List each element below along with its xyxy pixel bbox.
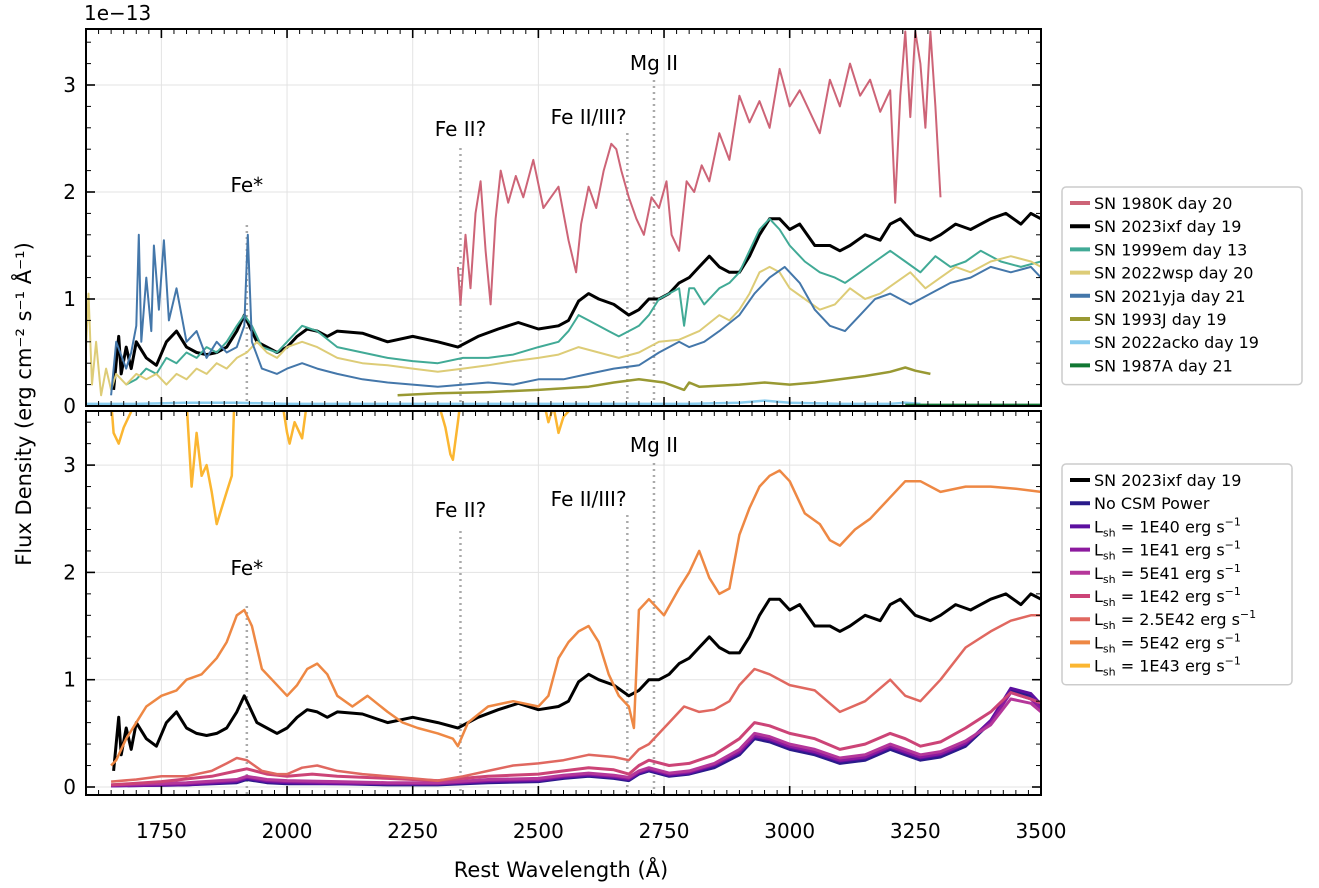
series-line (110, 411, 570, 526)
line-annotation-label: Fe II? (435, 117, 486, 141)
legend-entry: No CSM Power (1094, 494, 1210, 513)
legend-entry: Lsh = 2.5E42 erg s−1 (1094, 608, 1256, 632)
x-tick-label: 3500 (1016, 819, 1067, 843)
legend-entry: SN 1987A day 21 (1094, 356, 1233, 375)
legend-entry: Lsh = 1E42 erg s−1 (1094, 585, 1241, 609)
legend-entry: SN 2021yja day 21 (1094, 287, 1246, 306)
legend-top: SN 1980K day 20 SN 2023ixf day 19 SN 1999e… (1061, 186, 1303, 386)
line-annotation-label: Fe II/III? (551, 487, 627, 511)
legend-entry: SN 1980K day 20 (1094, 194, 1232, 213)
series-line (125, 217, 1041, 386)
y-tick-label: 2 (63, 560, 76, 584)
series-line (112, 592, 1041, 772)
y-tick-label: 2 (63, 180, 76, 204)
y-tick-label: 1 (63, 287, 76, 311)
series-line (110, 233, 1041, 396)
y-tick-label: 3 (63, 453, 76, 477)
y-offset-text: 1e−13 (84, 1, 151, 25)
y-tick-label: 3 (63, 73, 76, 97)
line-annotation-label: Mg II (630, 51, 678, 75)
x-tick-label: 3250 (890, 819, 941, 843)
y-tick-label: 0 (63, 775, 76, 799)
legend-entry: SN 2022acko day 19 (1094, 333, 1259, 352)
series-line (110, 469, 1041, 767)
series-line (86, 255, 1041, 397)
legend-entry: Lsh = 1E41 erg s−1 (1094, 539, 1241, 563)
series-line (456, 30, 942, 306)
x-tick-label: 2250 (387, 819, 438, 843)
legend-entry: SN 1993J day 19 (1094, 310, 1227, 329)
bottom-panel: 0 1 2 3 Fe* Fe II? Fe II/III? Mg II 1750 2000 2250… (63, 410, 1067, 843)
top-panel: 0 1 2 3 Fe* Fe II? Fe II/III? Mg II (63, 28, 1042, 418)
series-group (86, 30, 1041, 406)
legend-entry: Lsh = 1E43 erg s−1 (1094, 655, 1241, 679)
line-annotation-label: Fe* (230, 173, 263, 197)
legend-entry: SN 2023ixf day 19 (1094, 471, 1241, 490)
line-annotation-label: Mg II (630, 433, 678, 457)
legend-box (1061, 463, 1293, 686)
legend-box (1061, 186, 1303, 386)
legend-entry: SN 2023ixf day 19 (1094, 217, 1241, 236)
legend-entry: Lsh = 5E41 erg s−1 (1094, 562, 1241, 586)
series-line (110, 614, 1041, 783)
legend-entry: Lsh = 5E42 erg s−1 (1094, 631, 1241, 655)
x-tick-label: 2500 (513, 819, 564, 843)
legend-bottom: SN 2023ixf day 19 No CSM Power Lsh = 1E40 … (1061, 463, 1293, 686)
line-annotation-label: Fe II? (435, 498, 486, 522)
x-tick-label: 3000 (764, 819, 815, 843)
series-line (397, 366, 931, 397)
x-tick-label: 1750 (136, 819, 187, 843)
x-axis-label: Rest Wavelength (Å) (454, 856, 668, 882)
series-line (111, 697, 1041, 787)
line-annotation-label: Fe II/III? (551, 105, 627, 129)
legend-entry: Lsh = 1E40 erg s−1 (1094, 515, 1241, 539)
y-tick-label: 1 (63, 668, 76, 692)
line-annotation-label: Fe* (230, 556, 263, 580)
series-group (110, 411, 1041, 788)
x-tick-label: 2000 (262, 819, 313, 843)
y-tick-label: 0 (63, 394, 76, 418)
y-axis-label: Flux Density (erg cm⁻² s⁻¹ Å⁻¹) (10, 242, 36, 566)
x-tick-label: 2750 (639, 819, 690, 843)
legend-entry: SN 2022wsp day 20 (1094, 264, 1253, 283)
legend-entry: SN 1999em day 13 (1094, 240, 1247, 259)
series-line (112, 211, 1041, 391)
series-line (111, 691, 1041, 787)
